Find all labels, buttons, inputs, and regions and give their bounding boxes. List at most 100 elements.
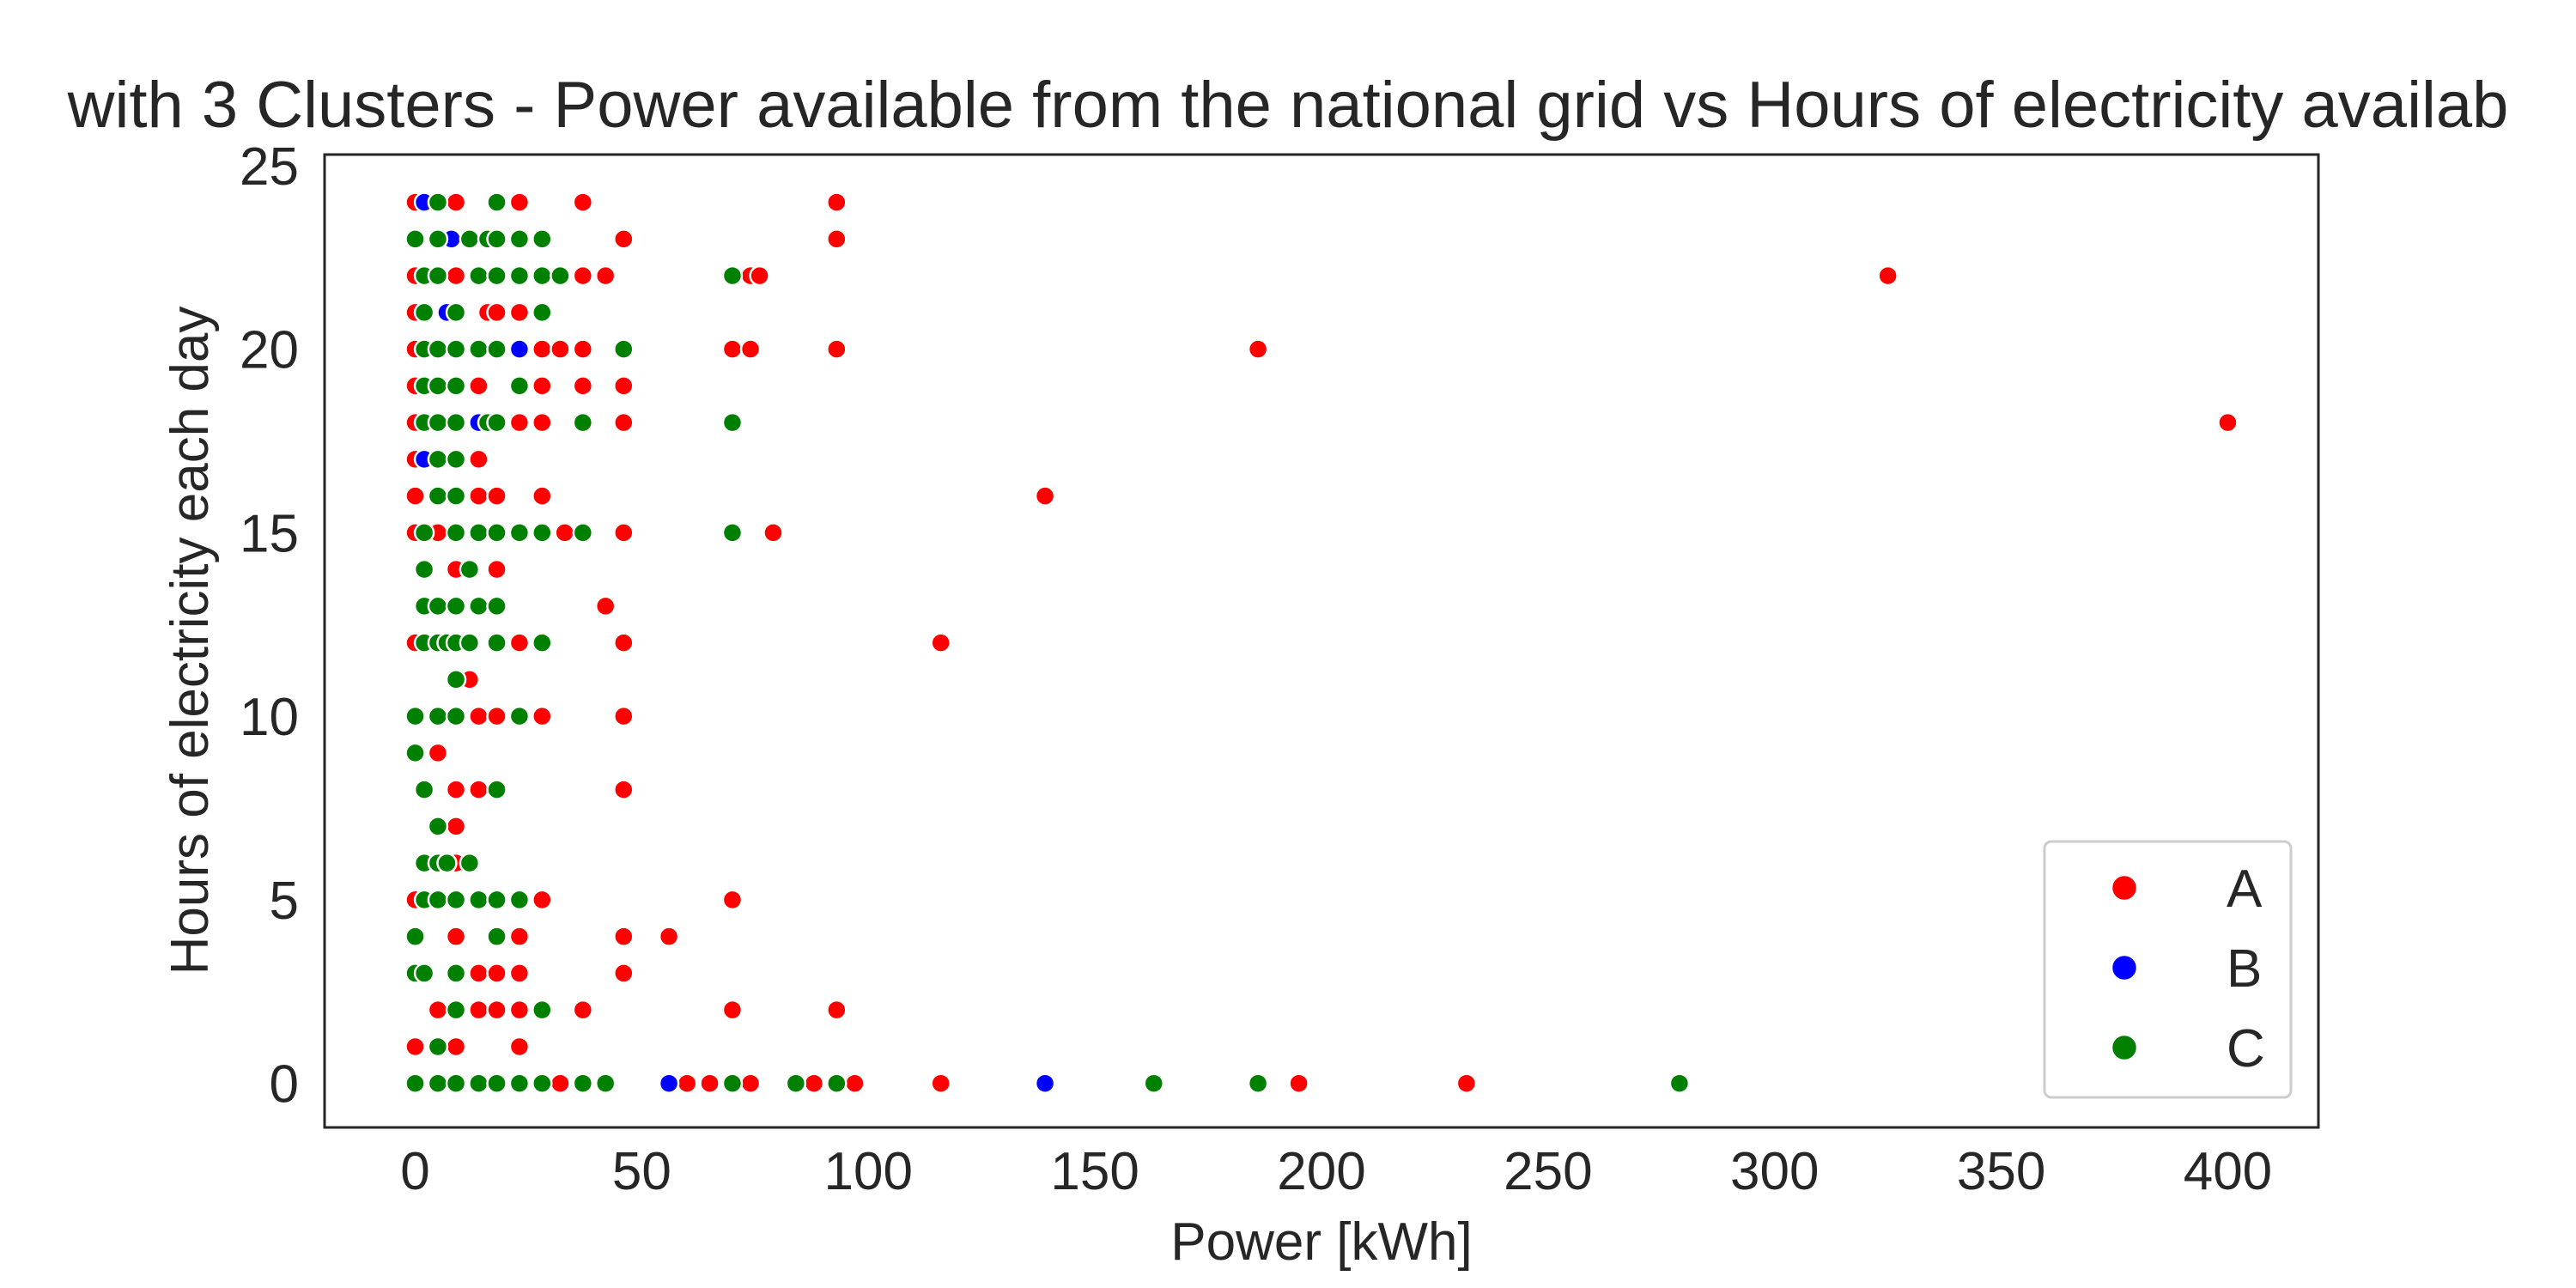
data-point-C (445, 375, 467, 397)
data-point-C (508, 1072, 531, 1094)
data-point-B (658, 1072, 680, 1094)
data-point-C (427, 595, 449, 617)
data-point-A (699, 1072, 720, 1094)
data-point-A (613, 228, 635, 250)
data-point-A (749, 264, 770, 287)
data-point-A (721, 338, 744, 360)
data-point-A (844, 1072, 866, 1094)
data-point-A (486, 301, 507, 324)
plot-area-frame (323, 153, 2320, 1129)
data-point-A (613, 963, 635, 984)
data-point-C (532, 301, 553, 324)
data-point-C (550, 264, 571, 287)
data-points (404, 191, 2239, 1094)
data-point-C (486, 522, 507, 544)
data-point-C (404, 926, 426, 947)
data-point-C (486, 411, 507, 434)
data-point-C (413, 963, 435, 984)
data-point-A (468, 375, 489, 397)
x-tick-label: 0 (400, 1142, 429, 1201)
data-point-B (508, 338, 531, 360)
data-point-C (594, 1072, 617, 1094)
data-point-C (427, 485, 449, 507)
data-point-C (427, 411, 449, 434)
data-point-A (613, 522, 635, 544)
data-point-C (404, 742, 426, 764)
chart-title: with 3 Clusters - Power available from t… (67, 69, 2509, 142)
data-point-A (532, 338, 553, 360)
x-tick-label: 350 (1957, 1142, 2045, 1201)
data-point-A (468, 963, 489, 984)
data-point-C (427, 338, 449, 360)
data-point-C (404, 228, 426, 250)
legend-label-C: C (2227, 1019, 2265, 1078)
data-point-C (427, 191, 449, 213)
x-tick-label: 300 (1730, 1142, 1819, 1201)
data-point-A (445, 1036, 467, 1058)
x-tick-label: 100 (824, 1142, 913, 1201)
data-point-C (445, 1072, 467, 1094)
data-point-A (468, 485, 489, 507)
data-point-C (445, 999, 467, 1021)
x-tick-label: 200 (1277, 1142, 1365, 1201)
y-tick-label: 0 (270, 1055, 299, 1115)
data-point-A (2217, 411, 2239, 434)
data-point-A (445, 816, 467, 837)
data-point-C (508, 375, 531, 397)
data-point-A (445, 926, 467, 947)
data-point-A (721, 999, 744, 1021)
data-point-C (572, 411, 594, 434)
data-point-C (436, 852, 458, 874)
data-point-A (550, 338, 571, 360)
data-point-C (445, 705, 467, 727)
data-point-A (508, 191, 531, 213)
data-point-C (826, 1072, 848, 1094)
data-point-C (486, 926, 507, 947)
data-point-C (532, 632, 553, 653)
data-point-C (486, 889, 507, 911)
legend-label-A: A (2227, 860, 2263, 919)
data-point-A (930, 1072, 951, 1094)
data-point-C (508, 522, 531, 544)
data-point-A (486, 485, 507, 507)
data-point-A (826, 228, 848, 250)
data-point-A (532, 889, 553, 911)
data-point-A (486, 705, 507, 727)
data-point-A (930, 632, 951, 653)
data-point-C (572, 522, 594, 544)
legend-marker-C (2110, 1033, 2139, 1062)
data-point-A (550, 1072, 571, 1094)
data-point-A (1455, 1072, 1478, 1094)
x-tick-label: 150 (1050, 1142, 1139, 1201)
x-tick-label: 400 (2184, 1142, 2272, 1201)
data-point-A (826, 338, 848, 360)
data-point-C (445, 448, 467, 471)
data-point-A (803, 1072, 825, 1094)
data-point-C (427, 705, 449, 727)
data-point-C (404, 705, 426, 727)
data-point-C (532, 228, 553, 250)
data-point-C (468, 338, 489, 360)
data-point-C (413, 558, 435, 580)
data-point-A (572, 999, 594, 1021)
y-axis-label: Hours of electricity each day (161, 307, 220, 975)
data-point-C (468, 522, 489, 544)
data-point-A (486, 999, 507, 1021)
data-point-A (572, 264, 594, 287)
legend: ABC (2043, 840, 2293, 1099)
data-point-C (427, 448, 449, 471)
data-point-C (721, 522, 744, 544)
data-point-A (508, 301, 531, 324)
data-point-C (508, 705, 531, 727)
data-point-A (508, 999, 531, 1021)
data-point-C (486, 1072, 507, 1094)
data-point-C (445, 595, 467, 617)
data-point-C (459, 558, 481, 580)
data-point-C (532, 999, 553, 1021)
data-point-C (721, 264, 744, 287)
data-point-C (486, 595, 507, 617)
data-point-C (468, 1072, 489, 1094)
data-point-C (445, 669, 467, 690)
data-point-C (1143, 1072, 1164, 1094)
data-point-C (445, 338, 467, 360)
